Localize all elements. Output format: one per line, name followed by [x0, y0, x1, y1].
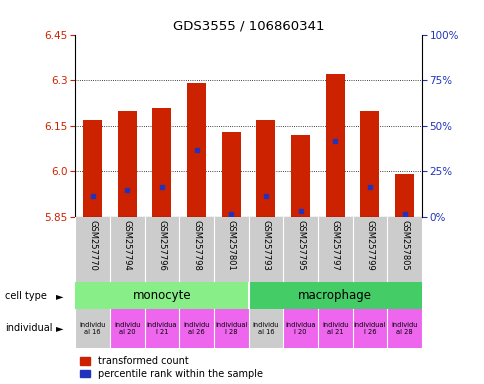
- Text: ►: ►: [56, 291, 63, 301]
- Text: GSM257799: GSM257799: [364, 220, 374, 271]
- Text: individual: individual: [5, 323, 52, 333]
- Text: individu
al 16: individu al 16: [252, 322, 278, 334]
- Text: individu
al 21: individu al 21: [321, 322, 348, 334]
- Text: individu
al 28: individu al 28: [391, 322, 417, 334]
- Bar: [179, 309, 213, 348]
- Text: individual
l 28: individual l 28: [214, 322, 247, 334]
- Bar: [144, 309, 179, 348]
- Bar: [386, 309, 421, 348]
- Text: GSM257796: GSM257796: [157, 220, 166, 271]
- Text: cell type: cell type: [5, 291, 46, 301]
- Bar: [118, 111, 136, 217]
- Text: macrophage: macrophage: [298, 289, 372, 302]
- Text: individu
al 16: individu al 16: [79, 322, 106, 334]
- Text: GSM257795: GSM257795: [295, 220, 304, 271]
- Text: individua
l 20: individua l 20: [285, 322, 315, 334]
- Bar: [325, 74, 344, 217]
- Text: individual
l 26: individual l 26: [353, 322, 385, 334]
- Bar: [394, 174, 413, 217]
- Bar: [283, 309, 318, 348]
- Bar: [75, 309, 109, 348]
- Bar: [248, 282, 421, 309]
- Bar: [248, 309, 283, 348]
- Text: ►: ►: [56, 323, 63, 333]
- Text: GSM257805: GSM257805: [399, 220, 408, 271]
- Bar: [290, 135, 309, 217]
- Text: individua
l 21: individua l 21: [146, 322, 177, 334]
- Title: GDS3555 / 106860341: GDS3555 / 106860341: [172, 19, 324, 32]
- Bar: [256, 120, 275, 217]
- Legend: transformed count, percentile rank within the sample: transformed count, percentile rank withi…: [80, 356, 262, 379]
- Text: GSM257793: GSM257793: [261, 220, 270, 271]
- Text: individu
al 20: individu al 20: [114, 322, 140, 334]
- Text: GSM257801: GSM257801: [226, 220, 235, 271]
- Text: GSM257770: GSM257770: [88, 220, 97, 271]
- Text: individu
al 26: individu al 26: [183, 322, 209, 334]
- Bar: [75, 282, 248, 309]
- Text: GSM257798: GSM257798: [192, 220, 201, 271]
- Bar: [213, 309, 248, 348]
- Bar: [352, 309, 386, 348]
- Bar: [83, 120, 102, 217]
- Text: GSM257797: GSM257797: [330, 220, 339, 271]
- Bar: [221, 132, 240, 217]
- Bar: [109, 309, 144, 348]
- Text: GSM257794: GSM257794: [122, 220, 132, 271]
- Bar: [152, 108, 171, 217]
- Bar: [318, 309, 352, 348]
- Text: monocyte: monocyte: [132, 289, 191, 302]
- Bar: [187, 83, 206, 217]
- Bar: [360, 111, 378, 217]
